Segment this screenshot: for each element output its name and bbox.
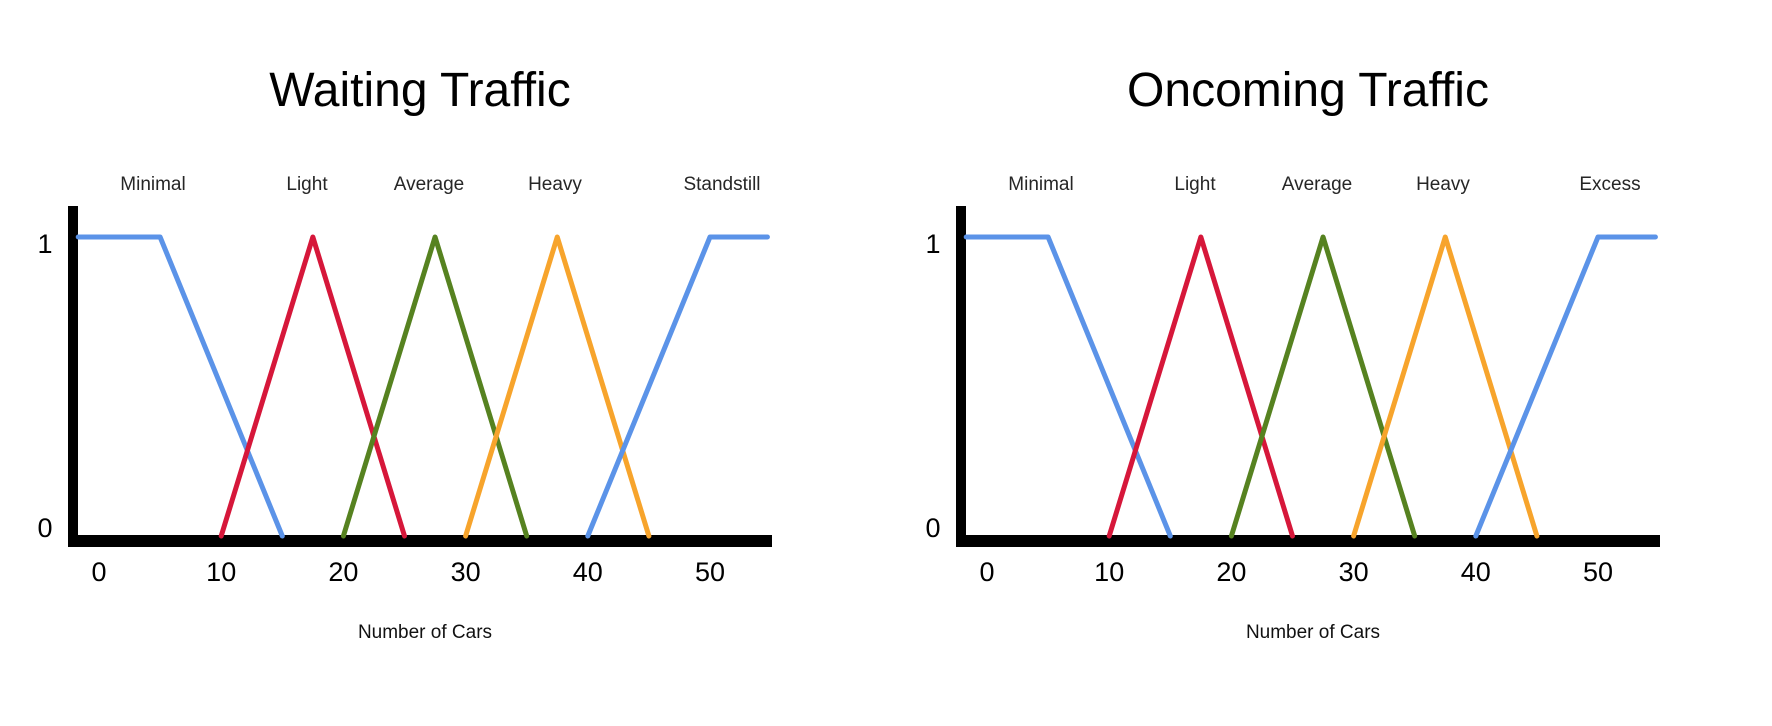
x-axis bbox=[956, 535, 1660, 547]
x-tick-label: 50 bbox=[1583, 557, 1613, 587]
x-axis bbox=[68, 535, 772, 547]
membership-curve-minimal bbox=[963, 234, 1173, 539]
y-tick-label: 0 bbox=[925, 513, 940, 543]
x-tick-label: 10 bbox=[206, 557, 236, 587]
membership-label: Excess bbox=[1579, 174, 1640, 195]
x-axis-title: Number of Cars bbox=[357, 622, 493, 643]
x-tick-label: 50 bbox=[695, 557, 725, 587]
y-tick-label: 1 bbox=[37, 229, 52, 259]
oncoming-traffic-chart: Oncoming Traffic Minimal Light Average Heav… bbox=[888, 0, 1772, 726]
membership-label: Light bbox=[286, 174, 328, 195]
x-tick-label: 30 bbox=[1339, 557, 1369, 587]
y-axis bbox=[68, 206, 78, 547]
membership-label: Minimal bbox=[120, 174, 185, 195]
membership-label: Heavy bbox=[1416, 174, 1470, 195]
membership-curve-average bbox=[1228, 234, 1418, 539]
x-axis-title: Number of Cars bbox=[1245, 622, 1381, 643]
x-tick-label: 40 bbox=[1461, 557, 1491, 587]
membership-label: Minimal bbox=[1008, 174, 1073, 195]
x-tick-label: 20 bbox=[1216, 557, 1246, 587]
x-tick-label: 40 bbox=[573, 557, 603, 587]
membership-curve-minimal bbox=[75, 234, 285, 539]
chart-title: Waiting Traffic bbox=[269, 64, 571, 117]
membership-curve-light bbox=[218, 234, 407, 539]
membership-label: Heavy bbox=[528, 174, 582, 195]
y-tick-label: 0 bbox=[37, 513, 52, 543]
y-tick-label: 1 bbox=[925, 229, 940, 259]
membership-curve-average bbox=[340, 234, 530, 539]
membership-curve-standstill bbox=[585, 234, 770, 539]
membership-curve-heavy bbox=[463, 234, 652, 539]
x-tick-label: 0 bbox=[91, 557, 106, 587]
membership-curve-light bbox=[1106, 234, 1295, 539]
waiting-traffic-chart: Waiting Traffic Minimal Light Average Heavy… bbox=[0, 0, 884, 726]
membership-label: Average bbox=[1282, 174, 1352, 195]
membership-curve-heavy bbox=[1351, 234, 1540, 539]
membership-label: Light bbox=[1174, 174, 1216, 195]
y-axis bbox=[956, 206, 966, 547]
membership-label: Standstill bbox=[683, 174, 760, 195]
x-tick-label: 30 bbox=[451, 557, 481, 587]
membership-curve-excess bbox=[1473, 234, 1658, 539]
x-tick-label: 0 bbox=[979, 557, 994, 587]
membership-label: Average bbox=[394, 174, 464, 195]
chart-title: Oncoming Traffic bbox=[1127, 64, 1489, 117]
x-tick-label: 20 bbox=[328, 557, 358, 587]
x-tick-label: 10 bbox=[1094, 557, 1124, 587]
